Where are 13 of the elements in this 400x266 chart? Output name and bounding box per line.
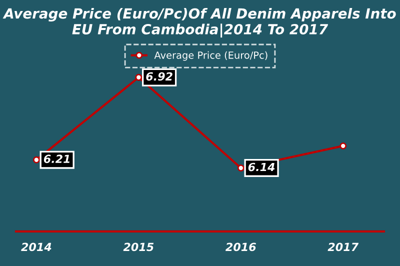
x-tick-label: 2017: [328, 242, 359, 252]
data-label: 6.14: [248, 162, 275, 172]
legend-label: Average Price (Euro/Pc): [154, 51, 268, 61]
data-label: 6.92: [146, 72, 172, 81]
point: [237, 164, 244, 172]
x-tick-label: 2016: [226, 242, 256, 252]
point: [32, 156, 40, 164]
data-label: 6.21: [44, 154, 70, 164]
x-tick-label: 2015: [123, 242, 154, 252]
point: [135, 74, 142, 81]
x-tick-label: 2014: [21, 242, 52, 252]
point: [340, 142, 347, 150]
chart-title: Average Price (Euro/Pc)Of All Denim Apparels Into EU From Cambodia|2014 To 2017: [2, 8, 396, 38]
